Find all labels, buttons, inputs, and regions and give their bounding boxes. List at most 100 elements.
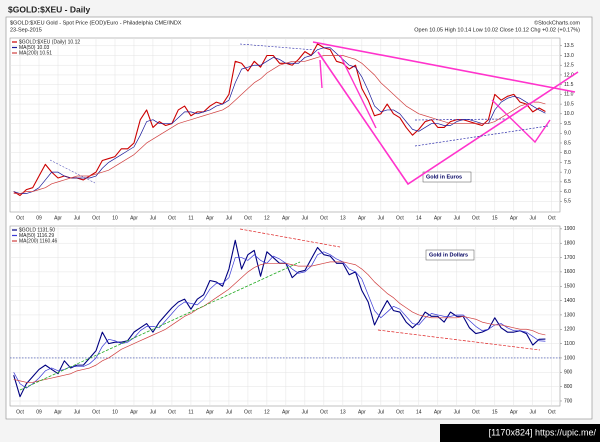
x-tick-label: Apr [206, 409, 214, 415]
x-tick-label: 12 [264, 215, 270, 221]
x-tick-label: 13 [340, 215, 346, 221]
panel: 5.5 6.0 6.5 7.0 7.5 8.0 8.5 9.0 9.5 10.0 10.5 11.0 1… [9, 37, 574, 221]
x-tick-label: Oct [320, 215, 328, 221]
annotation: Gold in Dollars [429, 252, 468, 258]
x-tick-label: Apr [510, 215, 518, 221]
x-tick-label: Jul [226, 215, 232, 221]
x-tick-label: 15 [492, 409, 498, 415]
x-tick-label: 14 [416, 215, 422, 221]
x-tick-label: Oct [548, 215, 556, 221]
y-tick-label: 1200 [564, 327, 575, 333]
x-tick-label: 09 [36, 215, 42, 221]
y-tick-label: 9.0 [564, 131, 571, 137]
y-tick-label: 7.5 [564, 160, 571, 166]
x-tick-label: 09 [36, 409, 42, 415]
trendline [414, 118, 506, 121]
y-tick-label: 1400 [564, 298, 575, 304]
arrow [491, 99, 551, 144]
x-tick-label: Oct [244, 409, 252, 415]
trendline [312, 41, 576, 93]
source: ©StockCharts.com [534, 19, 580, 26]
plot-area [9, 37, 561, 213]
legend-label: MA(50) 1116.29 [19, 233, 54, 239]
trendline [49, 159, 96, 184]
x-tick-label: Jul [378, 409, 384, 415]
x-tick-label: Apr [510, 409, 518, 415]
y-tick-label: 13.0 [564, 53, 574, 59]
legend-label: MA(200) 1160.46 [19, 238, 57, 244]
y-tick-label: 1700 [564, 255, 575, 261]
x-tick-label: 10 [112, 409, 118, 415]
trendlines-dollar [19, 228, 541, 391]
y-tick-label: 900 [564, 370, 573, 376]
x-tick-label: Jul [530, 409, 536, 415]
x-tick-label: Oct [168, 409, 176, 415]
date: 23-Sep-2015 [10, 27, 42, 33]
y-tick-label: 1300 [564, 312, 575, 318]
panel: 700 800 900 1000 1100 1200 1300 1400 1500 1600 170… [9, 225, 575, 415]
x-tick-label: Oct [548, 409, 556, 415]
x-tick-label: 12 [264, 409, 270, 415]
series-line [13, 261, 546, 383]
x-tick-label: Jul [74, 409, 80, 415]
y-tick-label: 6.0 [564, 189, 571, 195]
x-tick-label: Oct [16, 409, 24, 415]
arrow [339, 54, 377, 129]
x-tick-label: Apr [54, 215, 62, 221]
x-tick-label: Oct [396, 215, 404, 221]
x-tick-label: 10 [112, 215, 118, 221]
page-title: $GOLD:$XEU - Daily [8, 4, 90, 14]
legend-label: MA(50) 10.03 [19, 45, 50, 51]
x-tick-label: 14 [416, 409, 422, 415]
x-tick-label: Apr [282, 409, 290, 415]
series-line [13, 47, 546, 194]
annotation: Gold in Euros [426, 174, 462, 180]
y-tick-label: 1500 [564, 284, 575, 290]
series-line [13, 55, 546, 194]
x-tick-label: Oct [244, 215, 252, 221]
y-tick-label: 1100 [564, 341, 575, 347]
y-tick-label: 1800 [564, 241, 575, 247]
x-tick-label: Oct [472, 409, 480, 415]
trendline [414, 125, 549, 147]
x-tick-label: Jul [74, 215, 80, 221]
x-tick-label: Jul [150, 409, 156, 415]
y-tick-label: 11.0 [564, 92, 574, 98]
series-line [13, 43, 546, 197]
x-tick-label: Oct [472, 215, 480, 221]
watermark-bg [440, 424, 600, 442]
trendline [317, 51, 579, 186]
x-tick-label: Jul [454, 409, 460, 415]
x-tick-label: Apr [282, 215, 290, 221]
x-tick-label: Jul [150, 215, 156, 221]
plot-area [9, 225, 561, 407]
x-tick-label: Oct [92, 409, 100, 415]
x-tick-label: Apr [130, 215, 138, 221]
x-tick-label: Jul [226, 409, 232, 415]
x-tick-label: Jul [378, 215, 384, 221]
y-tick-label: 1000 [564, 355, 575, 361]
trendline [377, 329, 541, 351]
y-tick-label: 12.5 [564, 63, 574, 69]
legend-label: $GOLD 1131.50 [19, 227, 55, 233]
x-tick-label: Oct [168, 215, 176, 221]
y-tick-label: 10.0 [564, 111, 574, 117]
trendline [19, 261, 301, 391]
symbol-line: $GOLD:$XEU Gold - Spot Price (EOD)/Euro … [10, 20, 182, 26]
y-tick-label: 8.5 [564, 140, 571, 146]
legend-label: $GOLD:$XEU (Daily) 10.12 [19, 39, 80, 45]
y-tick-label: 11.5 [564, 82, 574, 88]
x-tick-label: 11 [188, 215, 193, 221]
x-tick-label: Jul [302, 409, 308, 415]
y-tick-label: 13.5 [564, 43, 574, 49]
trendlines-euro [49, 41, 579, 186]
x-tick-label: Oct [92, 215, 100, 221]
series-line [13, 251, 546, 389]
y-tick-label: 5.5 [564, 199, 571, 205]
y-tick-label: 7.0 [564, 169, 571, 175]
x-tick-label: Apr [130, 409, 138, 415]
y-tick-label: 1900 [564, 226, 575, 232]
watermark: [1170x824] https://upic.me/ [489, 427, 597, 437]
